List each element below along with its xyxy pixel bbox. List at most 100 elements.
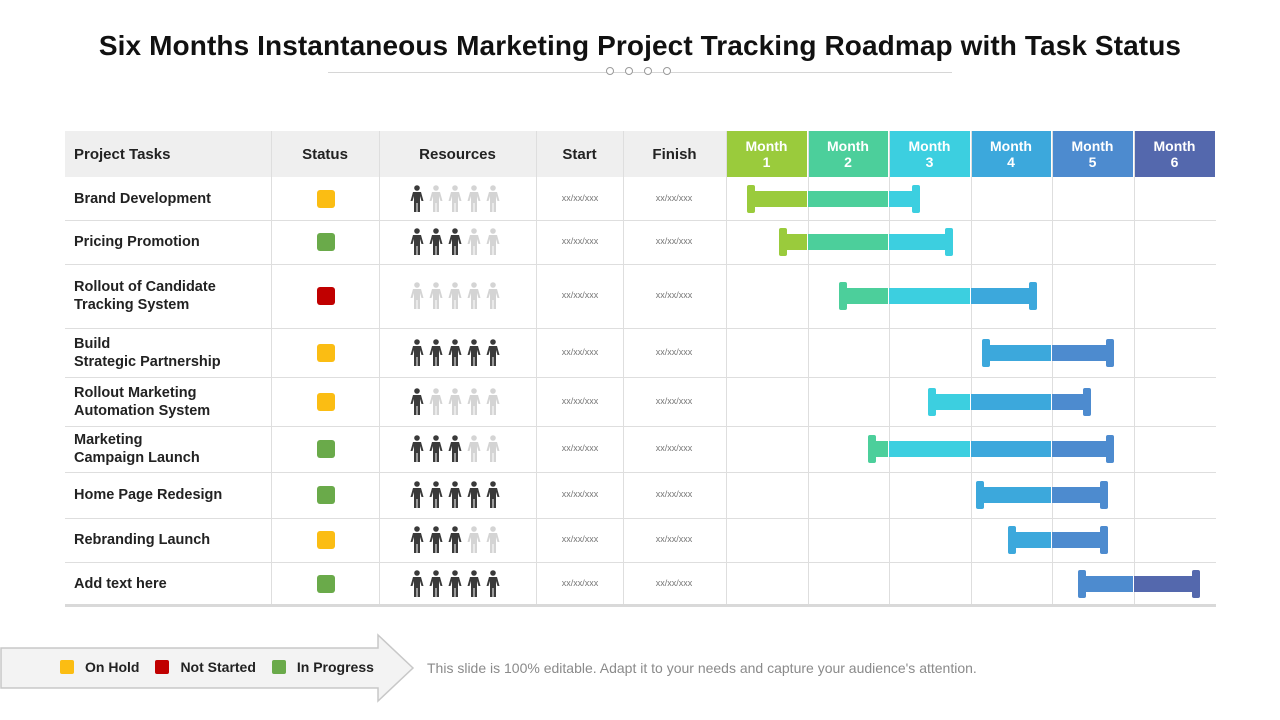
person-empty-icon <box>429 184 443 213</box>
row-divider <box>65 220 1216 221</box>
gantt-bar-segment <box>1052 393 1087 410</box>
person-filled-icon <box>410 526 424 554</box>
gantt-start-handle <box>778 228 787 256</box>
month-word: Month <box>908 138 951 154</box>
column-divider <box>1052 131 1053 605</box>
person-empty-icon <box>410 282 424 310</box>
gantt-end-handle <box>1192 569 1201 598</box>
row-divider <box>65 328 1216 329</box>
finish-date: xx/xx/xxx <box>655 577 693 588</box>
divider-dot <box>663 67 671 75</box>
month-word: Month <box>745 138 788 154</box>
legend-swatch-not-started <box>155 660 170 674</box>
person-empty-icon <box>448 282 462 310</box>
header-month-3: Month 3 <box>889 131 971 177</box>
task-label: Marketing Campaign Launch <box>74 432 200 466</box>
task-label: Brand Development <box>74 190 211 207</box>
gantt-bar-segment <box>986 344 1051 361</box>
gantt-end-handle <box>1100 526 1109 554</box>
title-divider <box>328 72 952 73</box>
gantt-bar-segment <box>842 288 888 304</box>
resources-group <box>410 228 500 256</box>
legend-swatch-in-progress <box>271 660 286 674</box>
page-title: Six Months Instantaneous Marketing Proje… <box>98 30 1182 61</box>
person-empty-icon <box>486 526 500 554</box>
column-divider <box>271 131 272 605</box>
person-empty-icon <box>467 435 481 463</box>
person-filled-icon <box>448 435 462 463</box>
gantt-bar-segment <box>1052 487 1104 503</box>
resources-group <box>410 435 500 463</box>
month-word: Month <box>990 138 1032 154</box>
gantt-bar-segment <box>889 190 916 207</box>
person-empty-icon <box>486 435 500 463</box>
start-date: xx/xx/xxx <box>561 290 599 300</box>
task-label: Rollout of Candidate Tracking System <box>74 279 216 313</box>
header-month-4: Month 4 <box>971 131 1052 177</box>
row-divider <box>65 472 1216 473</box>
task-label: Build Strategic Partnership <box>74 335 221 370</box>
gantt-bar-segment <box>889 441 970 457</box>
person-empty-icon <box>448 387 462 416</box>
column-divider <box>726 131 727 605</box>
header-start: Start <box>536 131 623 177</box>
header-project-tasks: Project Tasks <box>65 131 271 177</box>
legend-label: Not Started <box>180 659 256 675</box>
gantt-bar-segment <box>751 190 807 207</box>
row-divider <box>65 426 1216 427</box>
person-filled-icon <box>429 338 443 367</box>
month-number: 5 <box>1088 154 1097 170</box>
person-filled-icon <box>410 184 424 213</box>
gantt-bar-segment <box>1052 344 1110 361</box>
header-month-6: Month 6 <box>1134 131 1216 177</box>
gantt-end-handle <box>1083 387 1092 416</box>
gantt-end-handle <box>944 228 953 256</box>
row-divider <box>65 377 1216 378</box>
task-label: Home Page Redesign <box>74 487 223 503</box>
person-filled-icon <box>467 569 481 598</box>
person-empty-icon <box>429 282 443 310</box>
person-empty-icon <box>486 387 500 416</box>
divider-dot <box>625 67 633 75</box>
person-empty-icon <box>429 387 443 416</box>
start-date: xx/xx/xxx <box>561 489 599 499</box>
status-indicator <box>317 189 335 208</box>
month-number: 3 <box>925 154 934 170</box>
task-label: Rebranding Launch <box>74 532 211 548</box>
person-filled-icon <box>410 338 424 367</box>
header-month-2: Month 2 <box>808 131 889 177</box>
column-divider <box>536 131 537 605</box>
legend-label: On Hold <box>85 659 140 675</box>
start-date: xx/xx/xxx <box>561 236 599 246</box>
status-indicator <box>317 233 335 251</box>
person-empty-icon <box>467 184 481 213</box>
person-filled-icon <box>467 338 481 367</box>
gantt-start-handle <box>1008 526 1017 554</box>
finish-date: xx/xx/xxx <box>655 443 693 453</box>
gantt-bar-segment <box>931 393 970 410</box>
gantt-end-handle <box>1100 481 1109 509</box>
finish-date: xx/xx/xxx <box>655 395 693 406</box>
person-empty-icon <box>467 526 481 554</box>
person-empty-icon <box>467 387 481 416</box>
divider-dot <box>644 67 652 75</box>
gantt-start-handle <box>747 184 756 213</box>
month-word: Month <box>827 138 869 154</box>
row-divider <box>65 562 1216 563</box>
month-number: 2 <box>844 154 852 170</box>
person-filled-icon <box>467 481 481 509</box>
person-filled-icon <box>410 228 424 256</box>
status-indicator <box>317 486 335 504</box>
legend-label: In Progress <box>296 659 374 675</box>
header-month-5: Month 5 <box>1052 131 1134 177</box>
person-filled-icon <box>429 481 443 509</box>
header-resources: Resources <box>379 131 536 177</box>
header-month-1: Month 1 <box>726 131 808 177</box>
gantt-start-handle <box>982 338 991 367</box>
person-filled-icon <box>410 387 424 416</box>
person-filled-icon <box>486 481 500 509</box>
gantt-bar-segment <box>808 234 888 250</box>
gantt-bar-segment <box>889 234 948 250</box>
column-divider <box>971 131 972 605</box>
month-word: Month <box>1071 138 1114 154</box>
